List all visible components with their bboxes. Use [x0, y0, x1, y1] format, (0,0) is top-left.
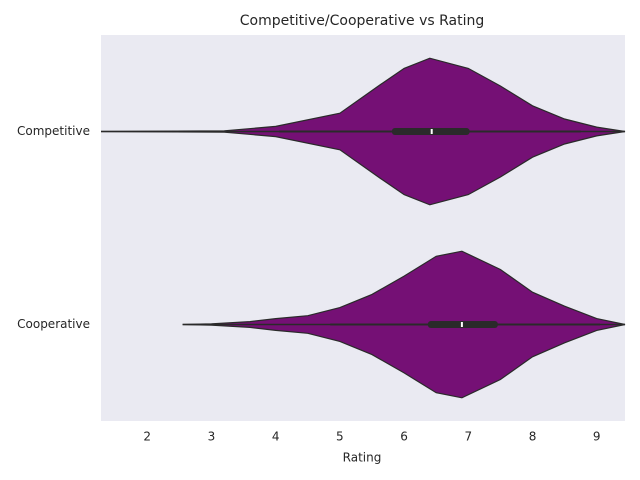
x-axis-label: Rating [343, 451, 382, 465]
x-tick-label: 2 [143, 430, 151, 444]
x-tick-label: 4 [272, 430, 280, 444]
x-tick-label: 8 [529, 430, 537, 444]
x-tick-label: 9 [593, 430, 601, 444]
plot-area [101, 35, 625, 421]
chart-title: Competitive/Cooperative vs Rating [240, 13, 485, 29]
x-tick-label: 3 [208, 430, 216, 444]
x-tick-label: 5 [336, 430, 344, 444]
y-tick-label: Competitive [17, 124, 90, 138]
x-tick-label: 7 [464, 430, 472, 444]
x-tick-label: 6 [400, 430, 408, 444]
y-tick-label: Cooperative [17, 317, 90, 331]
